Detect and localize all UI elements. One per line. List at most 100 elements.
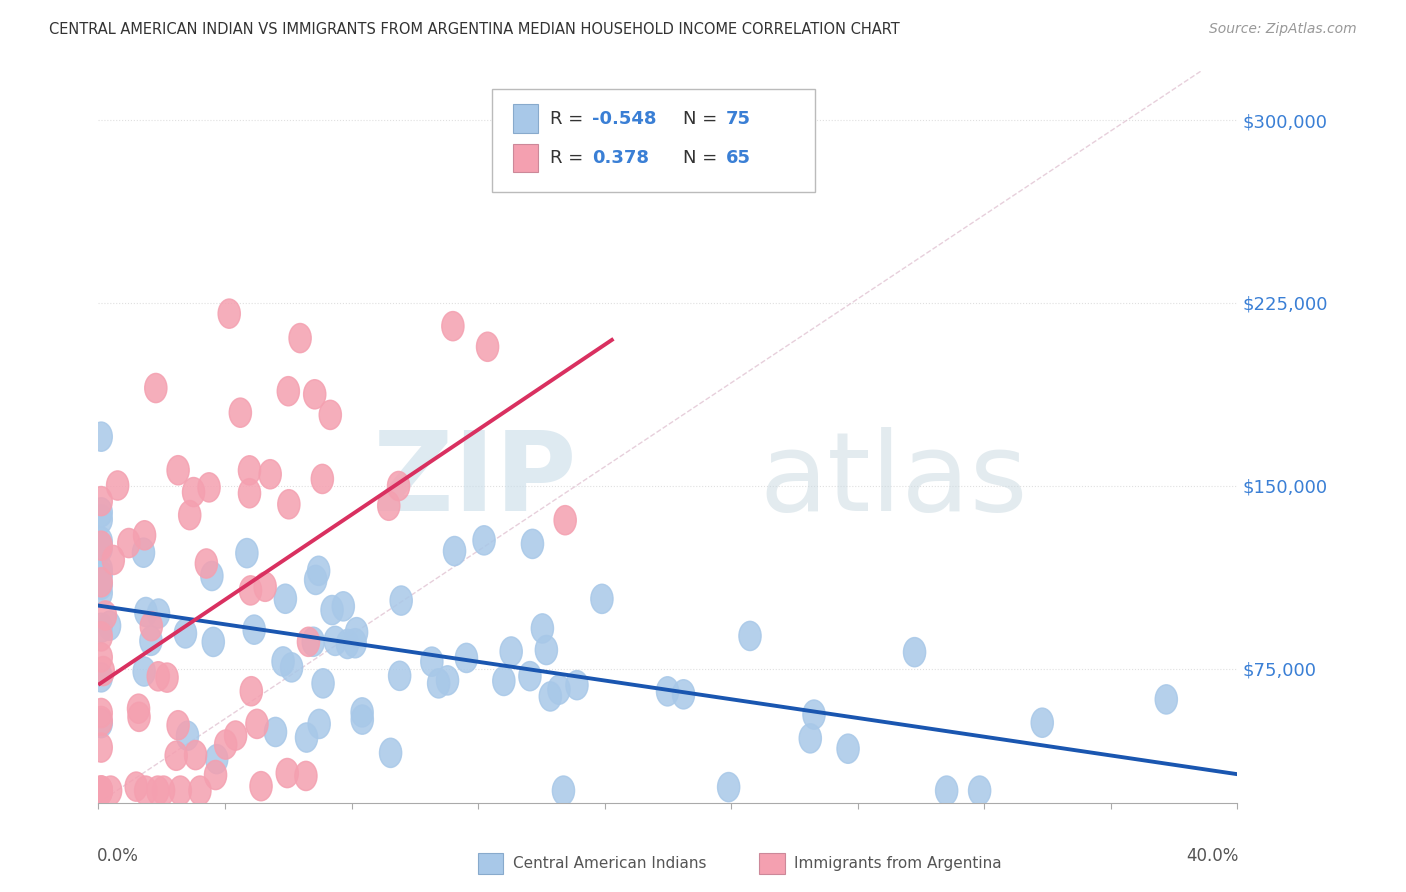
Ellipse shape (501, 637, 522, 666)
Ellipse shape (90, 706, 112, 736)
Ellipse shape (201, 561, 224, 591)
Ellipse shape (90, 567, 112, 597)
Ellipse shape (246, 709, 269, 739)
Ellipse shape (540, 681, 561, 711)
Ellipse shape (295, 723, 318, 752)
Ellipse shape (184, 740, 207, 770)
Ellipse shape (1031, 708, 1053, 738)
Text: R =: R = (550, 110, 589, 128)
Ellipse shape (90, 531, 112, 560)
Ellipse shape (332, 591, 354, 621)
Ellipse shape (239, 575, 262, 605)
Text: -0.548: -0.548 (592, 110, 657, 128)
Ellipse shape (90, 698, 112, 728)
Ellipse shape (145, 374, 167, 402)
Text: CENTRAL AMERICAN INDIAN VS IMMIGRANTS FROM ARGENTINA MEDIAN HOUSEHOLD INCOME COR: CENTRAL AMERICAN INDIAN VS IMMIGRANTS FR… (49, 22, 900, 37)
Text: Central American Indians: Central American Indians (513, 856, 707, 871)
Ellipse shape (456, 643, 478, 673)
Ellipse shape (169, 776, 191, 805)
Ellipse shape (198, 473, 221, 502)
Ellipse shape (135, 776, 157, 805)
Ellipse shape (274, 584, 297, 614)
Ellipse shape (290, 324, 311, 352)
Ellipse shape (297, 627, 319, 657)
Ellipse shape (236, 539, 259, 567)
Ellipse shape (152, 776, 174, 805)
Ellipse shape (239, 456, 260, 485)
Ellipse shape (304, 380, 326, 409)
Ellipse shape (225, 721, 246, 750)
Ellipse shape (128, 702, 150, 731)
Ellipse shape (90, 613, 112, 642)
Ellipse shape (139, 626, 162, 656)
Ellipse shape (380, 739, 402, 767)
Ellipse shape (125, 772, 148, 801)
Ellipse shape (803, 700, 825, 730)
Ellipse shape (295, 762, 316, 790)
Ellipse shape (188, 776, 211, 805)
Text: Immigrants from Argentina: Immigrants from Argentina (794, 856, 1002, 871)
Ellipse shape (308, 709, 330, 739)
Ellipse shape (118, 528, 141, 558)
Ellipse shape (276, 758, 298, 788)
Ellipse shape (90, 708, 112, 738)
Ellipse shape (90, 498, 112, 527)
Ellipse shape (935, 776, 957, 805)
Ellipse shape (420, 647, 443, 676)
Text: Source: ZipAtlas.com: Source: ZipAtlas.com (1209, 22, 1357, 37)
Ellipse shape (536, 635, 558, 665)
Ellipse shape (591, 584, 613, 614)
Ellipse shape (167, 711, 190, 739)
Ellipse shape (90, 622, 112, 651)
Text: 65: 65 (725, 149, 751, 167)
Ellipse shape (90, 555, 112, 584)
Ellipse shape (229, 398, 252, 427)
Ellipse shape (277, 376, 299, 406)
Ellipse shape (352, 698, 373, 727)
Ellipse shape (302, 627, 325, 657)
Ellipse shape (90, 776, 112, 805)
Ellipse shape (240, 677, 263, 706)
Ellipse shape (312, 669, 335, 698)
Ellipse shape (441, 311, 464, 341)
Ellipse shape (90, 570, 112, 599)
Ellipse shape (90, 663, 112, 692)
Ellipse shape (492, 666, 515, 696)
Ellipse shape (90, 733, 112, 762)
Ellipse shape (146, 776, 169, 805)
Ellipse shape (477, 332, 499, 361)
Ellipse shape (672, 680, 695, 709)
Ellipse shape (305, 566, 326, 595)
Text: 0.378: 0.378 (592, 149, 650, 167)
Ellipse shape (259, 459, 281, 489)
Text: 75: 75 (725, 110, 751, 128)
Ellipse shape (93, 657, 114, 686)
Ellipse shape (107, 471, 129, 500)
Ellipse shape (553, 776, 575, 805)
Ellipse shape (554, 506, 576, 535)
Text: N =: N = (683, 149, 723, 167)
Ellipse shape (90, 422, 112, 451)
Text: 0.0%: 0.0% (97, 847, 139, 864)
Text: R =: R = (550, 149, 595, 167)
Ellipse shape (548, 675, 569, 705)
Ellipse shape (311, 465, 333, 493)
Ellipse shape (202, 627, 225, 657)
Ellipse shape (90, 533, 112, 563)
Ellipse shape (250, 772, 273, 801)
Ellipse shape (100, 776, 122, 805)
Ellipse shape (271, 647, 294, 676)
Ellipse shape (94, 601, 117, 630)
Ellipse shape (427, 669, 450, 698)
Ellipse shape (90, 776, 112, 805)
Ellipse shape (522, 529, 544, 558)
Ellipse shape (1156, 685, 1177, 714)
Ellipse shape (90, 527, 112, 556)
Ellipse shape (352, 705, 374, 734)
Ellipse shape (969, 776, 991, 805)
Ellipse shape (205, 745, 228, 773)
Ellipse shape (204, 760, 226, 789)
Ellipse shape (176, 721, 198, 750)
Ellipse shape (132, 538, 155, 567)
Ellipse shape (264, 717, 287, 747)
